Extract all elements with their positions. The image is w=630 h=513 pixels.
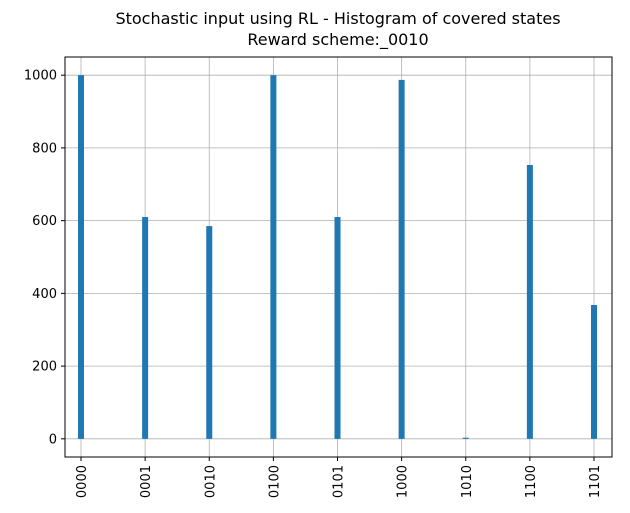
y-tick-label: 600 <box>32 214 57 229</box>
x-tick-label: 0101 <box>332 465 347 498</box>
chart-subtitle: Reward scheme:_0010 <box>247 30 428 50</box>
x-tick-label: 1000 <box>396 465 411 498</box>
bar-0101 <box>334 217 341 439</box>
x-tick-label: 0001 <box>139 465 154 498</box>
bar-0000 <box>78 75 84 439</box>
x-tick-label: 0100 <box>267 465 282 498</box>
bar-0001 <box>142 217 149 439</box>
axes-frame <box>64 56 613 458</box>
x-tick-label: 1100 <box>524 465 539 498</box>
y-axis-ticks: 0 200 400 600 800 1000 <box>24 69 65 447</box>
y-tick-label: 0 <box>49 432 57 447</box>
bar-1100 <box>526 165 533 439</box>
chart-title: Stochastic input using RL - Histogram of… <box>115 9 560 28</box>
y-tick-label: 1000 <box>24 69 57 84</box>
y-tick-label: 800 <box>32 141 57 156</box>
x-tick-label: 0010 <box>203 465 218 498</box>
x-axis-ticks: 0000 0001 0010 0100 0101 1000 1010 1100 1101 <box>75 457 603 498</box>
x-tick-label: 1101 <box>588 465 603 498</box>
bar-1101 <box>591 305 597 439</box>
x-tick-label: 1010 <box>460 465 475 498</box>
bars <box>78 75 597 439</box>
bar-1000 <box>398 79 405 439</box>
bar-1010 <box>462 437 469 439</box>
bar-0100 <box>270 75 277 439</box>
x-tick-label: 0000 <box>75 465 90 498</box>
bar-0010 <box>206 226 213 439</box>
y-tick-label: 200 <box>32 360 57 375</box>
y-tick-label: 400 <box>32 287 57 302</box>
